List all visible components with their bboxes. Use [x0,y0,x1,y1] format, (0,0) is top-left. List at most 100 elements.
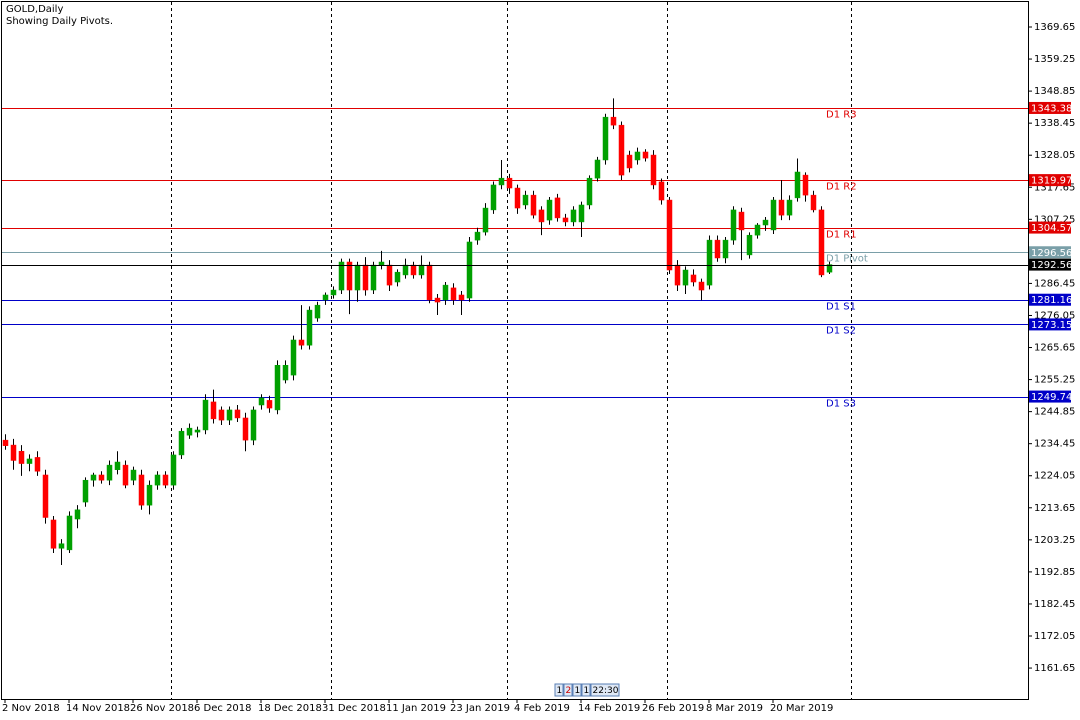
candle-body [242,417,249,441]
candle-body [434,297,441,303]
candle-body [290,339,297,376]
price-label: 1281.16 [1031,295,1072,306]
candle-body [658,181,665,201]
candle-body [154,474,161,486]
y-tick-label: 1182.45 [1034,599,1075,610]
candle-body [338,261,345,291]
price-label-box [1029,293,1071,306]
x-tick-label: 11 Jan 2019 [386,703,446,714]
candle-body [794,171,801,199]
candle-body [370,264,377,291]
candle-body [10,444,17,461]
candle-body [690,274,697,283]
candle-body [394,271,401,283]
price-label-box [1029,221,1071,234]
candle-body [162,474,169,486]
pivot-name: D1 S1 [826,302,856,313]
y-tick-label: 1255.25 [1034,375,1075,386]
x-tick-label: 6 Dec 2018 [194,703,252,714]
candle-body [322,294,329,301]
candle-body [466,241,473,299]
candle-body [786,199,793,216]
y-tick-label: 1276.05 [1034,310,1075,321]
candle-body [2,439,9,446]
candle-body [18,450,25,464]
candle-body [330,289,337,296]
candle-body [482,207,489,233]
candle-body [234,409,241,419]
candle-body [410,264,417,276]
y-tick-label: 1172.05 [1034,631,1075,642]
candle-body [106,464,113,481]
x-tick-label: 14 Nov 2018 [66,703,130,714]
candle-body [250,409,257,441]
candle-body [610,116,617,126]
y-tick-label: 1338.45 [1034,118,1075,129]
candle-body [802,174,809,196]
price-label-box [1029,318,1071,331]
candle-body [362,264,369,291]
candle-body [562,217,569,223]
pivot-name: D1 R1 [826,230,857,241]
price-label: 1343.38 [1031,103,1072,114]
candle-body [714,239,721,259]
y-tick-label: 1328.05 [1034,150,1075,161]
candle-body [98,474,105,481]
chart-title: GOLD,Daily [6,4,63,15]
candle-body [58,543,65,549]
candle-body [754,224,761,236]
candle-body [810,194,817,211]
candle-body [642,151,649,159]
x-tick-label: 31 Dec 2018 [322,703,386,714]
candle-body [130,469,137,481]
candle-body [90,474,97,481]
pivot-name: D1 R2 [826,182,857,193]
candle-body [26,458,33,464]
candle-body [402,264,409,276]
candle-body [722,239,729,259]
candle-body [314,304,321,319]
y-tick-label: 1213.65 [1034,503,1075,514]
toolbar-button [554,683,564,697]
pivot-name: D1 Pivot [826,254,868,265]
candle-body [530,194,537,216]
toolbar-label: 1 [557,686,563,696]
candle-body [538,209,545,223]
candle-body [546,199,553,221]
y-tick-label: 1244.85 [1034,407,1075,418]
candle-body [306,309,313,346]
toolbar-label: 1 [575,686,581,696]
candle-body [34,457,41,472]
candle-body [522,194,529,206]
candle-body [386,264,393,286]
candle-body [634,151,641,161]
price-label-box [1029,101,1071,114]
pivot-name: D1 S3 [826,399,856,410]
candle-body [778,199,785,216]
candle-body [82,479,89,503]
pivot-name: D1 R3 [826,110,857,121]
candle-body [170,454,177,486]
price-label-box [1029,258,1071,271]
y-tick-label: 1192.85 [1034,567,1075,578]
candle-body [450,287,457,301]
candle-body [258,397,265,406]
x-tick-label: 18 Dec 2018 [258,703,322,714]
candle-body [346,261,353,291]
x-tick-label: 23 Jan 2019 [450,703,510,714]
toolbar-label: 22:30 [593,686,619,696]
candle-body [74,509,81,520]
candle-body [298,339,305,346]
candle-body [210,401,217,420]
candle-body [418,264,425,276]
candle-body [226,409,233,421]
candle-body [506,177,513,189]
candle-body [218,409,225,421]
toolbar-button [572,683,582,697]
candle-body [602,116,609,161]
candle-body [570,209,577,223]
candle-body [698,281,705,291]
candle-body [282,364,289,381]
y-tick-label: 1234.45 [1034,439,1075,450]
